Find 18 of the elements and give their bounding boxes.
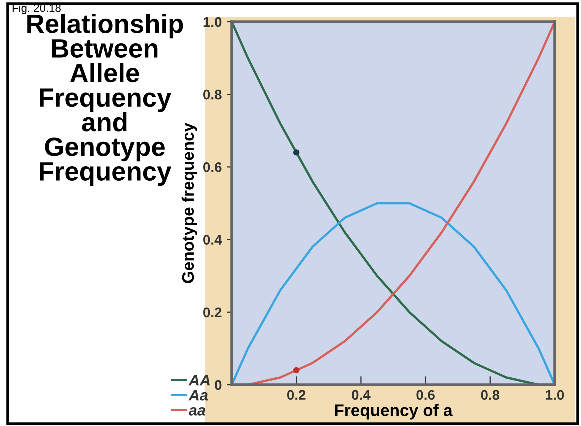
x-tick-label: 0.6 [416, 390, 435, 400]
y-tick-label: 0.8 [204, 90, 222, 100]
legend-label: Aa [188, 390, 208, 401]
line-series [232, 22, 555, 385]
x-axis-title: Frequency of a [335, 404, 453, 420]
legend-label: aa [189, 407, 206, 416]
legend-label: AA [188, 375, 210, 386]
x-tick-label: 0.4 [352, 390, 371, 400]
x-tick-label: 0.8 [481, 390, 500, 400]
y-tick-label: 0 [215, 380, 222, 390]
y-tick-label: 0.6 [204, 162, 222, 172]
x-tick-label: 0.2 [287, 390, 306, 400]
y-tick-label: 0.2 [204, 308, 222, 318]
y-tick-label: 1.0 [204, 17, 222, 28]
text: Relationship Between Allele Frequency and Genotype Frequency [28, 14, 184, 186]
y-axis-title: Genotype frequency [182, 123, 198, 284]
y-tick-label: 0.4 [204, 235, 222, 245]
x-tick-label: 1.0 [546, 390, 564, 400]
